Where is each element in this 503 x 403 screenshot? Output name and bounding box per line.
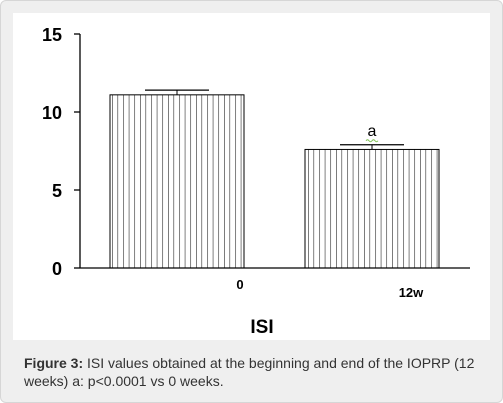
- x-axis-title: ISI: [250, 317, 273, 338]
- bar-12w: [304, 148, 440, 269]
- figure-caption: Figure 3: ISI values obtained at the beg…: [24, 354, 484, 390]
- isi-bar-chart: 0 5 10 15 0 12w a ISI: [42, 25, 470, 338]
- y-tick-label: 15: [42, 25, 62, 45]
- y-tick-label: 10: [42, 103, 62, 123]
- bar-0: [109, 94, 245, 269]
- x-tick-label: 12w: [399, 285, 424, 300]
- significance-annotation: a: [368, 123, 377, 140]
- annotation-underline: [365, 139, 379, 143]
- y-tick-label: 0: [52, 259, 62, 279]
- caption-label: Figure 3:: [24, 355, 84, 371]
- caption-text: ISI values obtained at the beginning and…: [24, 355, 475, 389]
- y-tick-label: 5: [52, 181, 62, 201]
- x-tick-label: 0: [236, 277, 243, 292]
